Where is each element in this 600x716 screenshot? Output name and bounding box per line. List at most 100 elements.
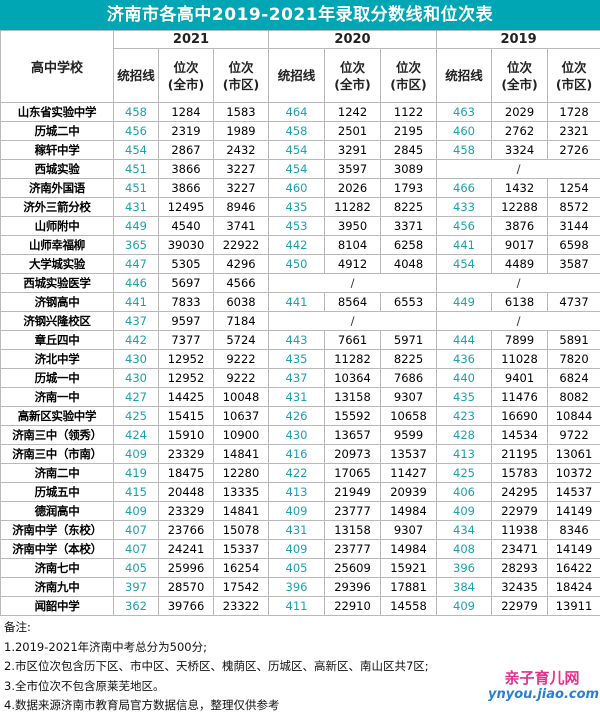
- rank-city-cell: 4540: [159, 217, 214, 236]
- rank-city-cell: 14425: [159, 388, 214, 407]
- score-cell: 458: [114, 103, 159, 122]
- rank-district-cell: 23322: [214, 597, 269, 616]
- school-name: 西城实验: [1, 160, 114, 179]
- rank-district-cell: 5971: [381, 331, 437, 350]
- score-cell: 427: [114, 388, 159, 407]
- school-name: 德润高中: [1, 502, 114, 521]
- rank-city-cell: 7833: [159, 293, 214, 312]
- rank-district-cell: 14149: [548, 540, 600, 559]
- score-cell: 431: [269, 521, 325, 540]
- rank-city-cell: 28293: [492, 559, 548, 578]
- rank-district-cell: 1583: [214, 103, 269, 122]
- rank-city-cell: 4912: [325, 255, 381, 274]
- rank-district-cell: 3587: [548, 255, 600, 274]
- rank-district-cell: 17542: [214, 578, 269, 597]
- score-cell: 428: [437, 426, 492, 445]
- score-cell: 430: [269, 426, 325, 445]
- missing-cell: /: [437, 160, 600, 179]
- rank-district-cell: 1254: [548, 179, 600, 198]
- score-cell: 454: [269, 160, 325, 179]
- rank-district-cell: 10844: [548, 407, 600, 426]
- rank-district-cell: 13335: [214, 483, 269, 502]
- rank-district-cell: 13537: [381, 445, 437, 464]
- rank-city-cell: 39030: [159, 236, 214, 255]
- school-name: 济钢高中: [1, 293, 114, 312]
- rank-district-cell: 1122: [381, 103, 437, 122]
- rank-city-cell: 4489: [492, 255, 548, 274]
- score-cell: 466: [437, 179, 492, 198]
- rank-district-cell: 6598: [548, 236, 600, 255]
- rank-city-cell: 12288: [492, 198, 548, 217]
- rank-city-cell: 5697: [159, 274, 214, 293]
- rank-city-cell: 15415: [159, 407, 214, 426]
- rank-district-cell: 14984: [381, 502, 437, 521]
- score-cell: 458: [437, 141, 492, 160]
- rank-city-cell: 24295: [492, 483, 548, 502]
- note-line: 备注:: [4, 618, 596, 638]
- rank-district-cell: 8225: [381, 350, 437, 369]
- col-header-rank-city-2021: 位次(全市): [159, 49, 214, 103]
- school-column-header: 高中学校: [1, 31, 114, 103]
- score-cell: 440: [437, 369, 492, 388]
- watermark-line2: ynyou.jiao.com: [488, 687, 596, 702]
- rank-district-cell: 13911: [548, 597, 600, 616]
- score-cell: 464: [269, 103, 325, 122]
- col-header-rank-district-2020: 位次(市区): [381, 49, 437, 103]
- rank-district-cell: 14537: [548, 483, 600, 502]
- rank-city-cell: 23777: [325, 540, 381, 559]
- rank-district-cell: 5891: [548, 331, 600, 350]
- year-header-2020: 2020: [269, 31, 437, 49]
- missing-cell: /: [269, 274, 437, 293]
- score-cell: 451: [114, 160, 159, 179]
- school-name: 章丘四中: [1, 331, 114, 350]
- rank-city-cell: 7661: [325, 331, 381, 350]
- score-cell: 441: [269, 293, 325, 312]
- rank-district-cell: 4296: [214, 255, 269, 274]
- rank-city-cell: 18475: [159, 464, 214, 483]
- rank-city-cell: 10364: [325, 369, 381, 388]
- rank-district-cell: 8225: [381, 198, 437, 217]
- rank-city-cell: 2501: [325, 122, 381, 141]
- rank-district-cell: 3144: [548, 217, 600, 236]
- rank-district-cell: 6038: [214, 293, 269, 312]
- score-cell: 435: [437, 388, 492, 407]
- rank-district-cell: 3371: [381, 217, 437, 236]
- col-header-score-2020: 统招线: [269, 49, 325, 103]
- rank-city-cell: 21195: [492, 445, 548, 464]
- rank-district-cell: 22922: [214, 236, 269, 255]
- rank-district-cell: 3741: [214, 217, 269, 236]
- rank-city-cell: 25996: [159, 559, 214, 578]
- rank-city-cell: 23766: [159, 521, 214, 540]
- rank-city-cell: 21949: [325, 483, 381, 502]
- rank-district-cell: 15921: [381, 559, 437, 578]
- rank-city-cell: 23777: [325, 502, 381, 521]
- rank-city-cell: 2026: [325, 179, 381, 198]
- rank-city-cell: 3597: [325, 160, 381, 179]
- school-name: 济南三中（领秀）: [1, 426, 114, 445]
- rank-district-cell: 18424: [548, 578, 600, 597]
- rank-district-cell: 9722: [548, 426, 600, 445]
- score-cell: 434: [437, 521, 492, 540]
- rank-district-cell: 4737: [548, 293, 600, 312]
- rank-city-cell: 22910: [325, 597, 381, 616]
- score-cell: 396: [437, 559, 492, 578]
- rank-district-cell: 10658: [381, 407, 437, 426]
- score-cell: 444: [437, 331, 492, 350]
- score-cell: 435: [269, 198, 325, 217]
- score-cell: 430: [114, 350, 159, 369]
- col-header-score-2019: 统招线: [437, 49, 492, 103]
- rank-city-cell: 8564: [325, 293, 381, 312]
- school-name: 济外三箭分校: [1, 198, 114, 217]
- rank-city-cell: 1284: [159, 103, 214, 122]
- rank-district-cell: 9307: [381, 521, 437, 540]
- rank-district-cell: 2195: [381, 122, 437, 141]
